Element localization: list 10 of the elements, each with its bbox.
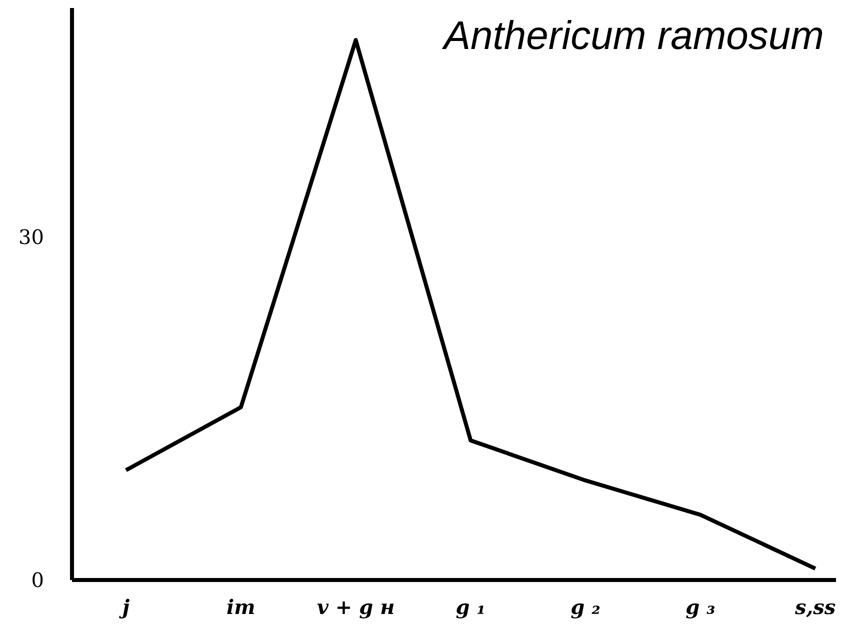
- x-tick-label: g ₂: [570, 595, 601, 620]
- x-tick-label: im: [226, 595, 256, 620]
- x-tick-label: g ₃: [686, 595, 716, 620]
- x-tick-label: g ₁: [456, 595, 486, 620]
- y-tick-label: 30: [18, 224, 44, 249]
- x-tick-label: j: [118, 595, 130, 620]
- y-tick-label: 0: [31, 568, 44, 592]
- x-tick-label: s,ss: [794, 595, 836, 620]
- chart-title: Anthericum ramosum: [444, 14, 824, 59]
- x-tick-label: v + g н: [316, 595, 395, 620]
